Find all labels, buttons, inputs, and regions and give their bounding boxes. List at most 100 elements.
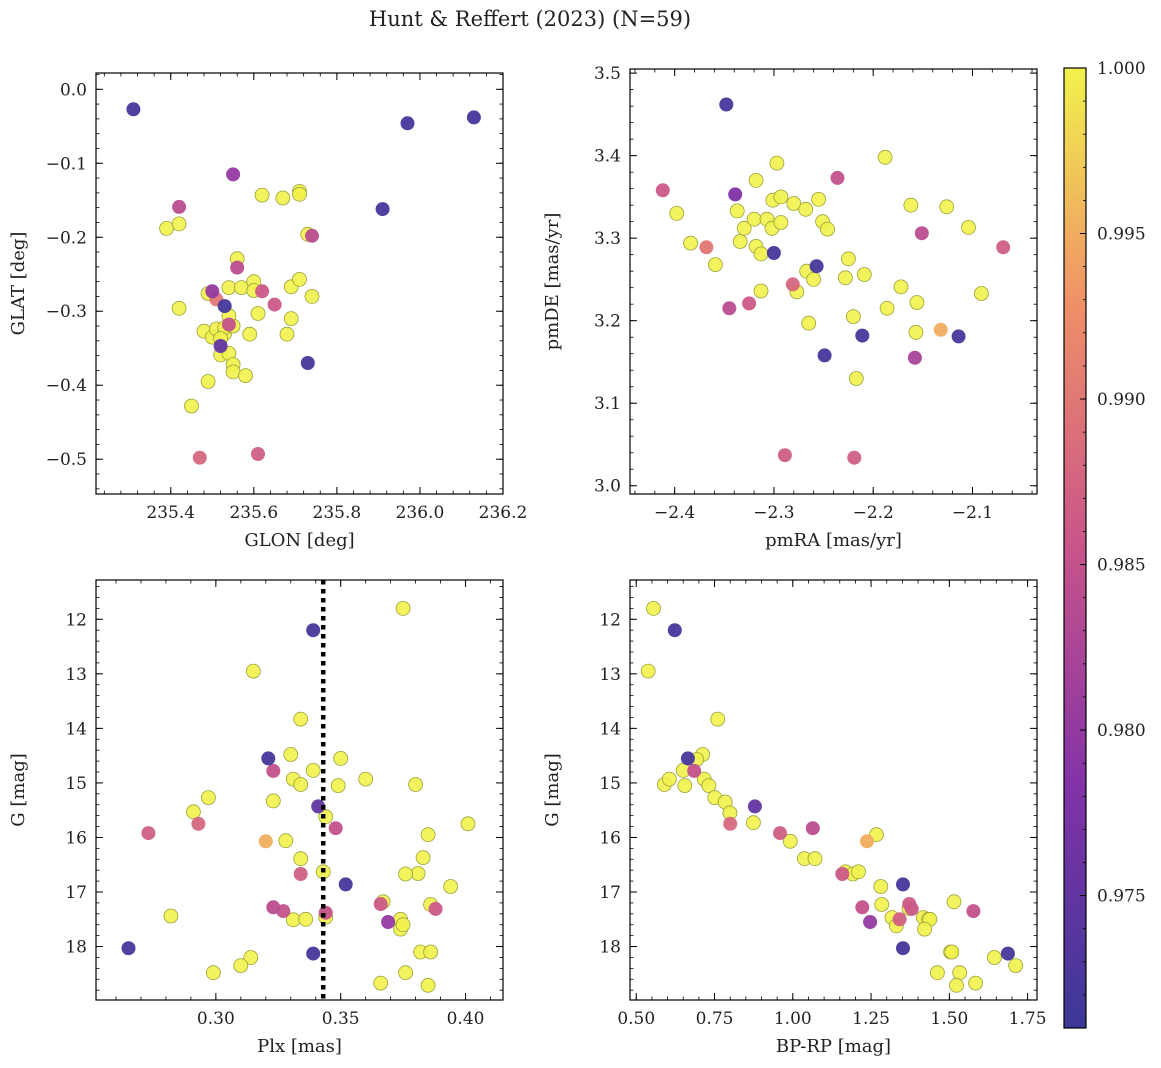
data-point	[225, 364, 241, 380]
colorbar-tick-label: 0.990	[1097, 390, 1146, 410]
y-axis-label: G [mag]	[542, 753, 563, 826]
data-point	[251, 447, 265, 461]
data-point	[655, 183, 670, 198]
data-point	[640, 663, 656, 679]
x-tick-label: 0.40	[447, 1009, 485, 1029]
data-point	[293, 851, 309, 867]
axes-frame	[95, 72, 504, 495]
y-tick-label: 13	[65, 665, 87, 685]
data-point	[974, 286, 989, 301]
data-point	[338, 877, 353, 892]
panel-plx-g: 0.30 0.35 0.40 12 13 14 15 16 17 18 Plx [mas] G [ma…	[8, 579, 504, 1057]
data-point	[292, 186, 307, 202]
data-point	[293, 867, 308, 881]
data-point	[330, 778, 346, 793]
data-point	[305, 228, 319, 243]
y-axis-label: G [mag]	[8, 753, 29, 826]
y-tick-label: 14	[599, 719, 621, 739]
data-point	[848, 371, 864, 386]
y-tick-label: 18	[599, 938, 621, 958]
y-tick-label: 17	[65, 883, 87, 903]
data-point	[233, 280, 249, 296]
data-point	[846, 309, 861, 325]
data-point	[742, 296, 757, 311]
data-point	[855, 328, 870, 343]
data-point	[786, 196, 802, 211]
data-point	[300, 356, 315, 370]
y-tick-label: 15	[599, 774, 621, 794]
data-point	[753, 246, 769, 262]
data-point	[949, 977, 964, 993]
data-point	[747, 799, 762, 814]
data-point	[171, 216, 187, 232]
data-point	[820, 221, 835, 237]
data-point	[226, 167, 241, 182]
y-tick-label: 16	[599, 828, 621, 848]
data-point	[230, 260, 245, 275]
data-point	[860, 834, 874, 849]
data-point	[375, 202, 390, 217]
y-tick-label: −0.1	[46, 154, 87, 174]
data-point	[753, 283, 769, 299]
data-point	[951, 329, 966, 344]
panel-pmra-pmde: −2.4 −2.3 −2.2 −2.1 3.0 3.1 3.2 3.3 3.4 3.5 pmRA […	[542, 64, 1038, 551]
x-tick-label: 0.50	[617, 1009, 655, 1029]
data-point	[710, 711, 726, 727]
data-point	[732, 234, 748, 249]
colorbar-ticks: 0.975 0.980 0.985 0.990 0.995 1.000	[1080, 59, 1146, 1029]
data-point	[200, 374, 216, 389]
data-point	[830, 170, 845, 185]
y-tick-label: −0.3	[46, 302, 87, 322]
data-point	[333, 751, 349, 766]
data-point	[217, 299, 232, 314]
scatter-points	[655, 97, 1011, 465]
data-point	[242, 326, 258, 342]
y-tick-label: 12	[65, 610, 87, 630]
data-point	[185, 804, 201, 820]
data-point	[293, 711, 309, 727]
data-point	[777, 448, 792, 463]
data-point	[298, 911, 314, 927]
data-point	[996, 240, 1011, 255]
x-tick-label: 235.8	[313, 503, 362, 523]
y-tick-label: 3.5	[594, 64, 621, 84]
data-point	[261, 751, 276, 766]
data-point	[873, 879, 889, 894]
y-tick-label: 3.4	[594, 147, 621, 167]
data-point	[917, 921, 932, 937]
data-point	[1008, 958, 1024, 973]
data-point	[283, 311, 299, 327]
data-point	[121, 941, 136, 956]
data-point	[428, 901, 443, 916]
data-point	[893, 279, 909, 295]
data-point	[395, 601, 411, 616]
colorbar-tick-label: 0.995	[1097, 225, 1146, 245]
x-tick-label: 236.0	[396, 503, 445, 523]
data-point	[807, 851, 823, 867]
colorbar-tick-label: 0.985	[1097, 556, 1146, 576]
scatter-points	[121, 601, 476, 993]
data-point	[902, 897, 917, 911]
x-tick-label: 235.6	[229, 503, 278, 523]
data-point	[398, 965, 414, 981]
data-point	[265, 793, 281, 809]
data-point	[851, 864, 866, 880]
y-tick-label: 3.0	[594, 477, 621, 497]
data-point	[267, 297, 282, 312]
y-tick-label: −0.4	[46, 376, 87, 396]
data-point	[855, 900, 870, 915]
data-point	[318, 809, 334, 825]
x-tick-label: −2.1	[952, 503, 993, 523]
data-point	[283, 747, 299, 762]
data-point	[961, 219, 976, 235]
colorbar-tick-label: 1.000	[1097, 59, 1146, 79]
y-tick-label: −0.2	[46, 228, 87, 248]
data-point	[811, 191, 826, 207]
data-point	[305, 763, 321, 778]
data-point	[701, 778, 717, 793]
data-point	[126, 102, 141, 117]
data-point	[892, 912, 907, 927]
data-point	[328, 821, 343, 836]
axes-frame	[629, 579, 1038, 1001]
